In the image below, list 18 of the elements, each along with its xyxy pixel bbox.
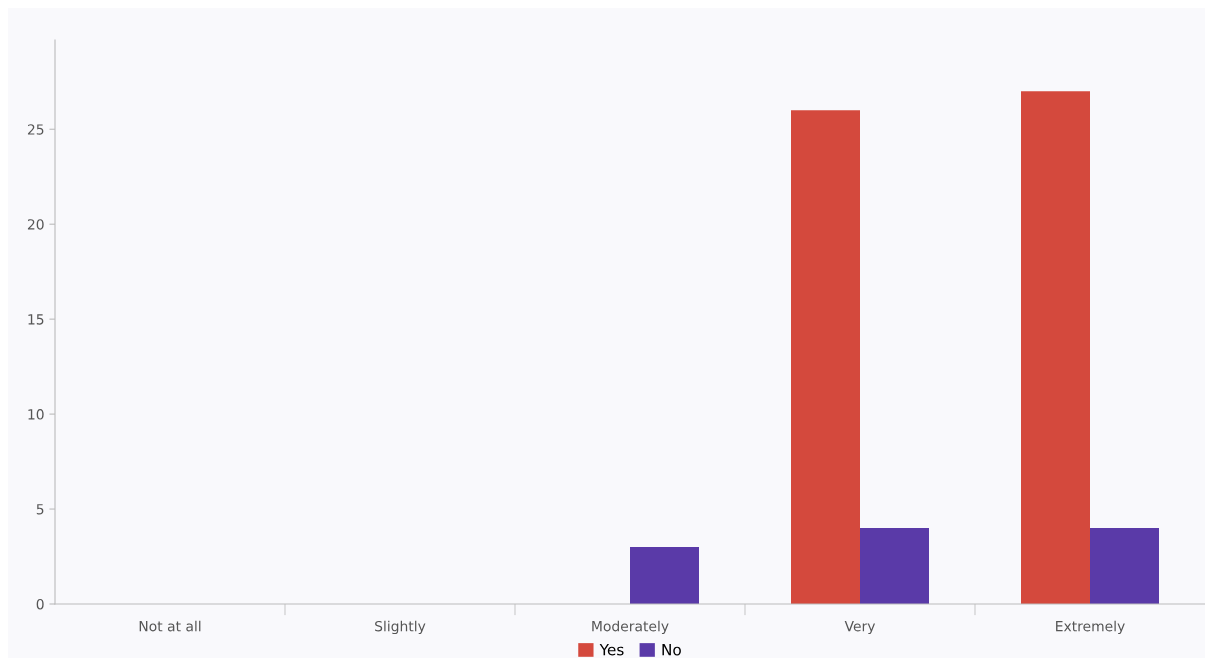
- x-tick-label: Very: [844, 621, 876, 635]
- bar: [1090, 528, 1159, 604]
- y-tick-label: 0: [36, 598, 44, 610]
- legend-label: No: [662, 644, 681, 656]
- bar: [791, 110, 860, 604]
- legend-label: Yes: [599, 644, 624, 656]
- bar: [860, 528, 929, 604]
- y-tick-label: 20: [27, 219, 44, 230]
- x-tick-label: Extremely: [1056, 620, 1125, 635]
- bar: [630, 547, 699, 604]
- y-tick-label: 25: [27, 124, 44, 135]
- y-tick-label: 10: [28, 409, 44, 420]
- x-tick-label: Moderately: [592, 620, 669, 635]
- y-tick-label: 5: [36, 504, 44, 515]
- y-tick-label: 15: [28, 314, 44, 325]
- x-tick-label: Not at all: [139, 620, 201, 632]
- bar: [1021, 91, 1090, 604]
- x-tick-label: Slightly: [375, 620, 426, 635]
